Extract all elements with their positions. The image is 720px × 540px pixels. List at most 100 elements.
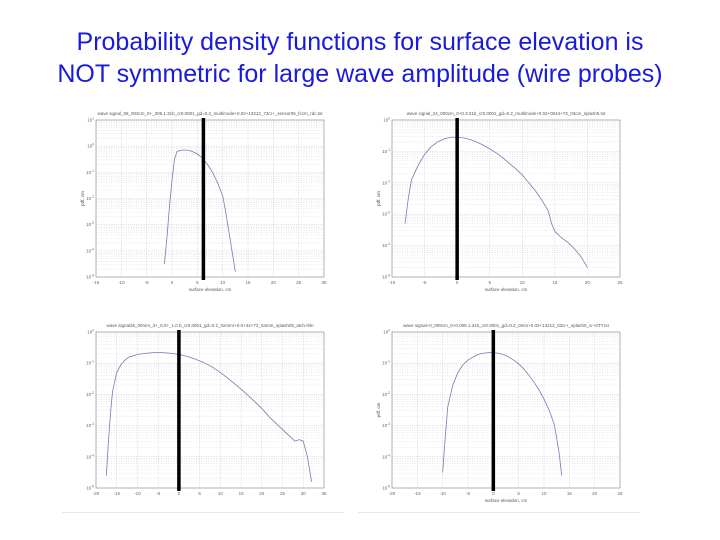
x-tick-label: 25 <box>280 491 286 496</box>
pdf-curve-line <box>105 352 312 482</box>
pdf-curve-line <box>442 352 563 476</box>
y-tick-label: 100 <box>383 117 390 123</box>
pdf-chart-top-right: wave signal_24_000cm_0+0.3:21b_cr0.0001_… <box>376 111 623 292</box>
y-tick-label: 10-5 <box>86 485 94 491</box>
x-tick-label: -20 <box>389 491 396 496</box>
y-tick-label: 10-1 <box>86 360 94 366</box>
y-tick-exponent: -2 <box>387 391 390 395</box>
x-tick-label: 30 <box>301 491 307 496</box>
y-axis-label: pdf, cm <box>376 191 381 206</box>
x-tick-label: -15 <box>113 491 120 496</box>
bottom-divider-right <box>358 512 640 513</box>
y-tick-label: 100 <box>87 329 94 335</box>
x-tick-label: 15 <box>567 491 573 496</box>
y-tick-label: 101 <box>87 117 94 123</box>
x-tick-label: -5 <box>156 491 160 496</box>
y-tick-exponent: -4 <box>91 453 94 457</box>
x-axis-label: surface elevation, cm <box>485 287 528 292</box>
y-tick-exponent: -3 <box>91 221 94 225</box>
y-tick-exponent: -4 <box>91 247 94 251</box>
y-tick-exponent: -3 <box>387 422 390 426</box>
y-tick-exponent: -5 <box>91 485 94 489</box>
x-tick-label: 25 <box>617 280 623 285</box>
pdf-plot-top-right: wave signal_24_000cm_0+0.3:21b_cr0.0001_… <box>372 106 628 299</box>
y-tick-exponent: -5 <box>387 274 390 278</box>
x-tick-label: 10 <box>541 491 547 496</box>
x-tick-label: 35 <box>321 491 327 496</box>
x-tick-label: -10 <box>439 491 446 496</box>
y-tick-label: 10-2 <box>382 179 390 185</box>
pdf-chart-bottom-left: wave signal26_00mm_3+_0.0+_1.0 b_cr0.000… <box>86 323 327 496</box>
x-tick-label: 0 <box>178 491 181 496</box>
pdf-chart-bottom-right: wave signal+0_009cm_0+0.005.1.31b_cr0.00… <box>376 323 623 503</box>
pdf-curve-line <box>164 149 236 272</box>
y-tick-exponent: -4 <box>387 242 390 246</box>
y-tick-label: 10-2 <box>86 391 94 397</box>
x-tick-label: 20 <box>592 491 598 496</box>
axes-frame <box>391 119 621 278</box>
y-tick-exponent: 0 <box>388 329 390 333</box>
y-tick-label: 10-1 <box>382 148 390 154</box>
plot-title: wave signal+0_009cm_0+0.005.1.31b_cr0.00… <box>403 323 610 328</box>
axes-frame <box>95 119 325 278</box>
y-axis-label: pdf, cm <box>376 402 381 417</box>
y-tick-exponent: -3 <box>387 211 390 215</box>
x-tick-label: -5 <box>145 280 149 285</box>
y-tick-exponent: -1 <box>387 148 390 152</box>
y-tick-exponent: -2 <box>91 391 94 395</box>
x-tick-label: -15 <box>414 491 421 496</box>
y-tick-exponent: -2 <box>387 179 390 183</box>
y-tick-label: 10-3 <box>86 422 94 428</box>
y-tick-exponent: -3 <box>91 422 94 426</box>
y-tick-label: 10-3 <box>382 422 390 428</box>
plot-title: wave signal_08_003cm_0+_306.1.31b_cr0.00… <box>97 111 323 116</box>
x-tick-label: 5 <box>198 491 201 496</box>
y-tick-label: 10-5 <box>86 274 94 280</box>
slide-title: Probability density functions for surfac… <box>0 26 720 90</box>
x-tick-label: 5 <box>488 280 491 285</box>
y-tick-label: 10-4 <box>86 247 94 253</box>
y-tick-label: 10-5 <box>382 485 390 491</box>
y-tick-exponent: -1 <box>387 360 390 364</box>
pdf-plot-top-left: wave signal_08_003cm_0+_306.1.31b_cr0.00… <box>76 106 332 299</box>
pdf-chart-top-left: wave signal_08_003cm_0+_306.1.31b_cr0.00… <box>80 111 327 292</box>
y-axis-label: pdf, cm <box>80 191 85 206</box>
y-tick-label: 100 <box>383 329 390 335</box>
x-tick-label: -10 <box>134 491 141 496</box>
y-tick-label: 10-4 <box>382 453 390 459</box>
y-tick-exponent: 1 <box>92 117 94 121</box>
y-tick-exponent: -5 <box>91 274 94 278</box>
x-tick-label: 30 <box>321 280 327 285</box>
x-tick-label: 15 <box>552 280 558 285</box>
x-tick-label: 20 <box>271 280 277 285</box>
x-tick-label: 5 <box>196 280 199 285</box>
y-tick-label: 10-4 <box>382 242 390 248</box>
x-tick-label: -10 <box>389 280 396 285</box>
axes-frame <box>95 331 325 489</box>
y-tick-label: 10-3 <box>382 211 390 217</box>
y-tick-exponent: -5 <box>387 485 390 489</box>
y-tick-label: 10-1 <box>86 169 94 175</box>
plot-title: wave signal_24_000cm_0+0.3:21b_cr0.0001_… <box>407 111 606 116</box>
y-tick-label: 10-5 <box>382 274 390 280</box>
x-tick-label: -5 <box>423 280 427 285</box>
x-tick-label: 15 <box>239 491 245 496</box>
x-tick-label: 25 <box>617 491 623 496</box>
x-tick-label: 10 <box>218 491 224 496</box>
pdf-plot-bottom-left: wave signal26_00mm_3+_0.0+_1.0 b_cr0.000… <box>76 318 332 510</box>
x-axis-label: surface elevation, cm <box>485 498 528 503</box>
y-tick-label: 10-4 <box>86 453 94 459</box>
x-axis-label: surface elevation, cm <box>189 287 232 292</box>
x-tick-label: 25 <box>296 280 302 285</box>
x-tick-label: -20 <box>93 491 100 496</box>
y-tick-label: 10-3 <box>86 221 94 227</box>
slide-title-line-1: Probability density functions for surfac… <box>76 28 644 56</box>
y-tick-exponent: 0 <box>388 117 390 121</box>
y-tick-label: 10-1 <box>382 360 390 366</box>
y-tick-label: 10-2 <box>86 195 94 201</box>
x-tick-label: 20 <box>585 280 591 285</box>
pdf-plot-bottom-right: wave signal+0_009cm_0+0.005.1.31b_cr0.00… <box>372 318 628 510</box>
slide-title-line-2: NOT symmetric for large wave amplitude (… <box>57 60 663 88</box>
y-tick-exponent: -4 <box>387 453 390 457</box>
x-tick-label: 0 <box>171 280 174 285</box>
